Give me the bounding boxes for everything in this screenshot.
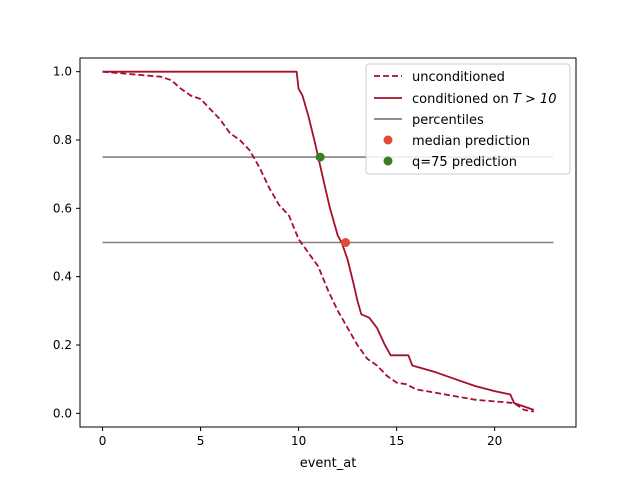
q75-prediction-point: [315, 152, 325, 162]
y-tick-label: 0.4: [53, 270, 72, 284]
x-tick-label: 5: [197, 434, 205, 448]
y-tick-label: 0.6: [53, 201, 72, 215]
x-tick-label: 15: [389, 434, 404, 448]
axes-frame: [79, 57, 577, 428]
legend-label-median: median prediction: [412, 134, 530, 149]
x-tick-label: 20: [487, 434, 502, 448]
legend-label-conditioned-prefix: conditioned on: [412, 92, 513, 107]
y-tick-label: 1.0: [53, 65, 72, 79]
legend-label-percentiles: percentiles: [412, 113, 484, 128]
legend-label-conditioned-math: T > 10: [513, 92, 557, 107]
legend-label-unconditioned: unconditioned: [412, 70, 505, 85]
y-axis: 0.0 0.2 0.4 0.6 0.8 1.0: [53, 65, 80, 420]
legend-swatch-median: [383, 135, 393, 145]
legend-swatch-q75: [383, 156, 393, 166]
legend-box: [365, 63, 571, 175]
median-prediction-point: [341, 238, 351, 247]
y-tick-label: 0.2: [53, 338, 72, 352]
x-tick-label: 10: [291, 434, 306, 448]
series-line-unconditioned: [102, 70, 534, 413]
x-tick-label: 0: [99, 434, 107, 448]
series-line-conditioned: [102, 70, 535, 411]
y-tick-label: 0.0: [53, 406, 72, 420]
legend-label-q75: q=75 prediction: [412, 155, 517, 170]
legend-label-conditioned: conditioned on T > 10: [412, 92, 556, 107]
y-tick-label: 0.8: [53, 133, 72, 147]
x-axis-label: event_at: [300, 456, 357, 471]
legend: unconditioned conditioned on T > 10 perc…: [365, 63, 571, 175]
x-axis: 0 5 10 15 20: [99, 427, 502, 448]
